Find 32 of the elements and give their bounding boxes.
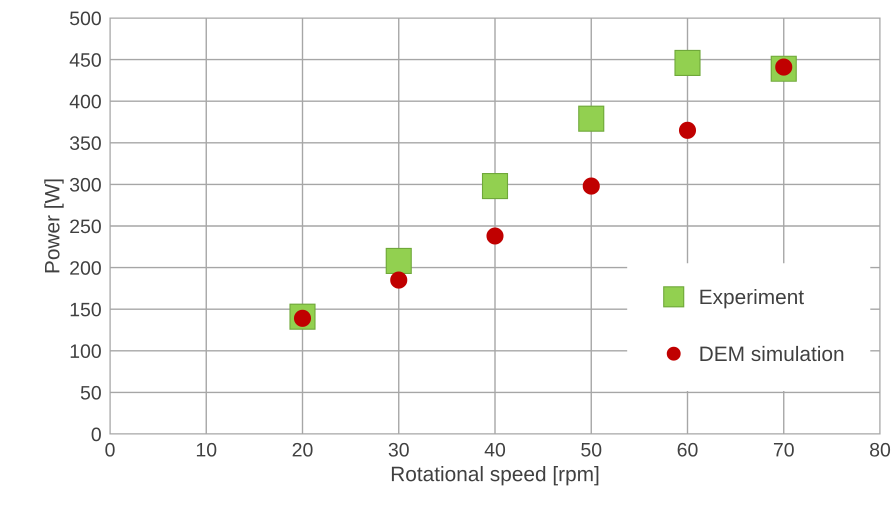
point <box>582 178 600 195</box>
x-axis-title: Rotational speed [rpm] <box>392 466 598 486</box>
y-tick-label: 300 <box>70 178 101 192</box>
x-tick-label: 50 <box>581 442 602 457</box>
x-tick-label: 30 <box>388 442 409 457</box>
legend-label: DEM simulation <box>700 346 844 362</box>
y-tick-label: 0 <box>92 427 101 442</box>
x-tick-label: 20 <box>292 442 313 457</box>
x-tick-label: 10 <box>196 442 216 457</box>
point <box>386 248 412 274</box>
y-tick-label: 250 <box>70 219 101 234</box>
y-tick-label: 50 <box>80 386 101 400</box>
x-tick-label: 0 <box>105 442 115 457</box>
y-tick-label: 450 <box>70 53 101 67</box>
legend-label: Experiment <box>700 288 804 308</box>
y-axis-title: Power [W] <box>44 179 64 272</box>
y-tick-label: 500 <box>70 11 101 26</box>
point <box>674 50 701 76</box>
x-tick-label: 70 <box>774 442 794 457</box>
point <box>486 227 504 245</box>
point <box>578 106 604 132</box>
y-tick-label: 400 <box>70 94 101 108</box>
y-tick-label: 200 <box>70 261 101 275</box>
y-tick-label: 150 <box>70 302 101 316</box>
point <box>678 122 696 139</box>
x-tick-label: 60 <box>678 442 698 457</box>
x-tick-label: 40 <box>484 442 506 457</box>
x-tick-label: 80 <box>870 442 890 457</box>
point <box>390 272 408 289</box>
y-tick-label: 100 <box>70 344 101 358</box>
point <box>482 173 508 200</box>
y-tick-label: 350 <box>70 136 101 150</box>
